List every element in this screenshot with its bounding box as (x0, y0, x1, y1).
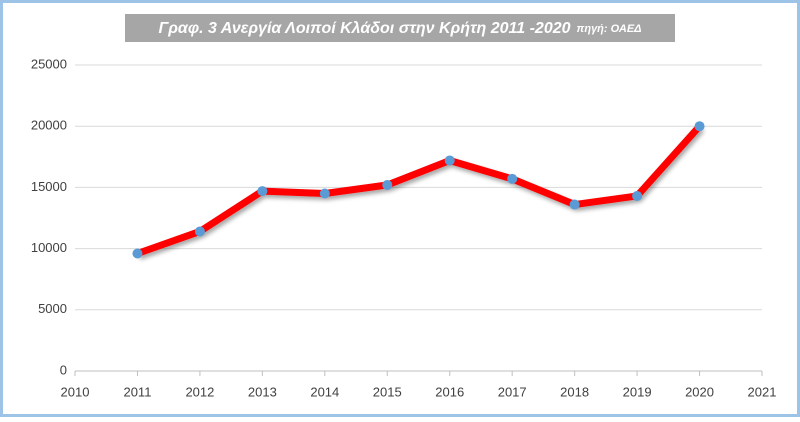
x-tick-label: 2011 (123, 384, 151, 399)
y-tick-label: 0 (60, 362, 67, 377)
marker (319, 188, 330, 199)
x-tick-label: 2017 (498, 384, 527, 399)
x-tick-label: 2013 (248, 384, 277, 399)
marker (194, 226, 205, 237)
marker (694, 121, 705, 132)
x-tick-label: 2014 (310, 384, 339, 399)
y-tick-label: 25000 (31, 56, 67, 71)
chart-title: Γραφ. 3 Ανεργία Λοιποί Κλάδοι στην Κρήτη… (158, 20, 570, 37)
marker (632, 190, 643, 201)
plot-area: 0 5000 10000 15000 20000 25000 2010 2011 2012 201… (31, 56, 777, 399)
chart-title-group: Γραφ. 3 Ανεργία Λοιποί Κλάδοι στην Κρήτη… (158, 20, 641, 37)
x-tick-label: 2020 (685, 384, 714, 399)
y-tick-label: 5000 (38, 301, 67, 316)
title-box (125, 14, 675, 42)
marker (382, 179, 393, 190)
marker (569, 199, 580, 210)
x-tick-label: 2021 (748, 384, 777, 399)
y-tick-label: 15000 (31, 179, 67, 194)
y-tick-label: 10000 (31, 240, 67, 255)
marker (132, 248, 143, 259)
line (136, 123, 703, 257)
x-tick-label: 2012 (185, 384, 214, 399)
x-tick-label: 2018 (560, 384, 589, 399)
chart-subtitle: πηγή: ΟΑΕΔ (577, 23, 642, 35)
y-tick-label: 20000 (31, 118, 67, 133)
x-tick-label: 2015 (373, 384, 402, 399)
marker (444, 155, 455, 166)
x-tick-label: 2010 (61, 384, 90, 399)
marker (257, 186, 268, 197)
x-tick-label: 2019 (623, 384, 652, 399)
x-tick-label: 2016 (435, 384, 464, 399)
marker (507, 173, 518, 184)
